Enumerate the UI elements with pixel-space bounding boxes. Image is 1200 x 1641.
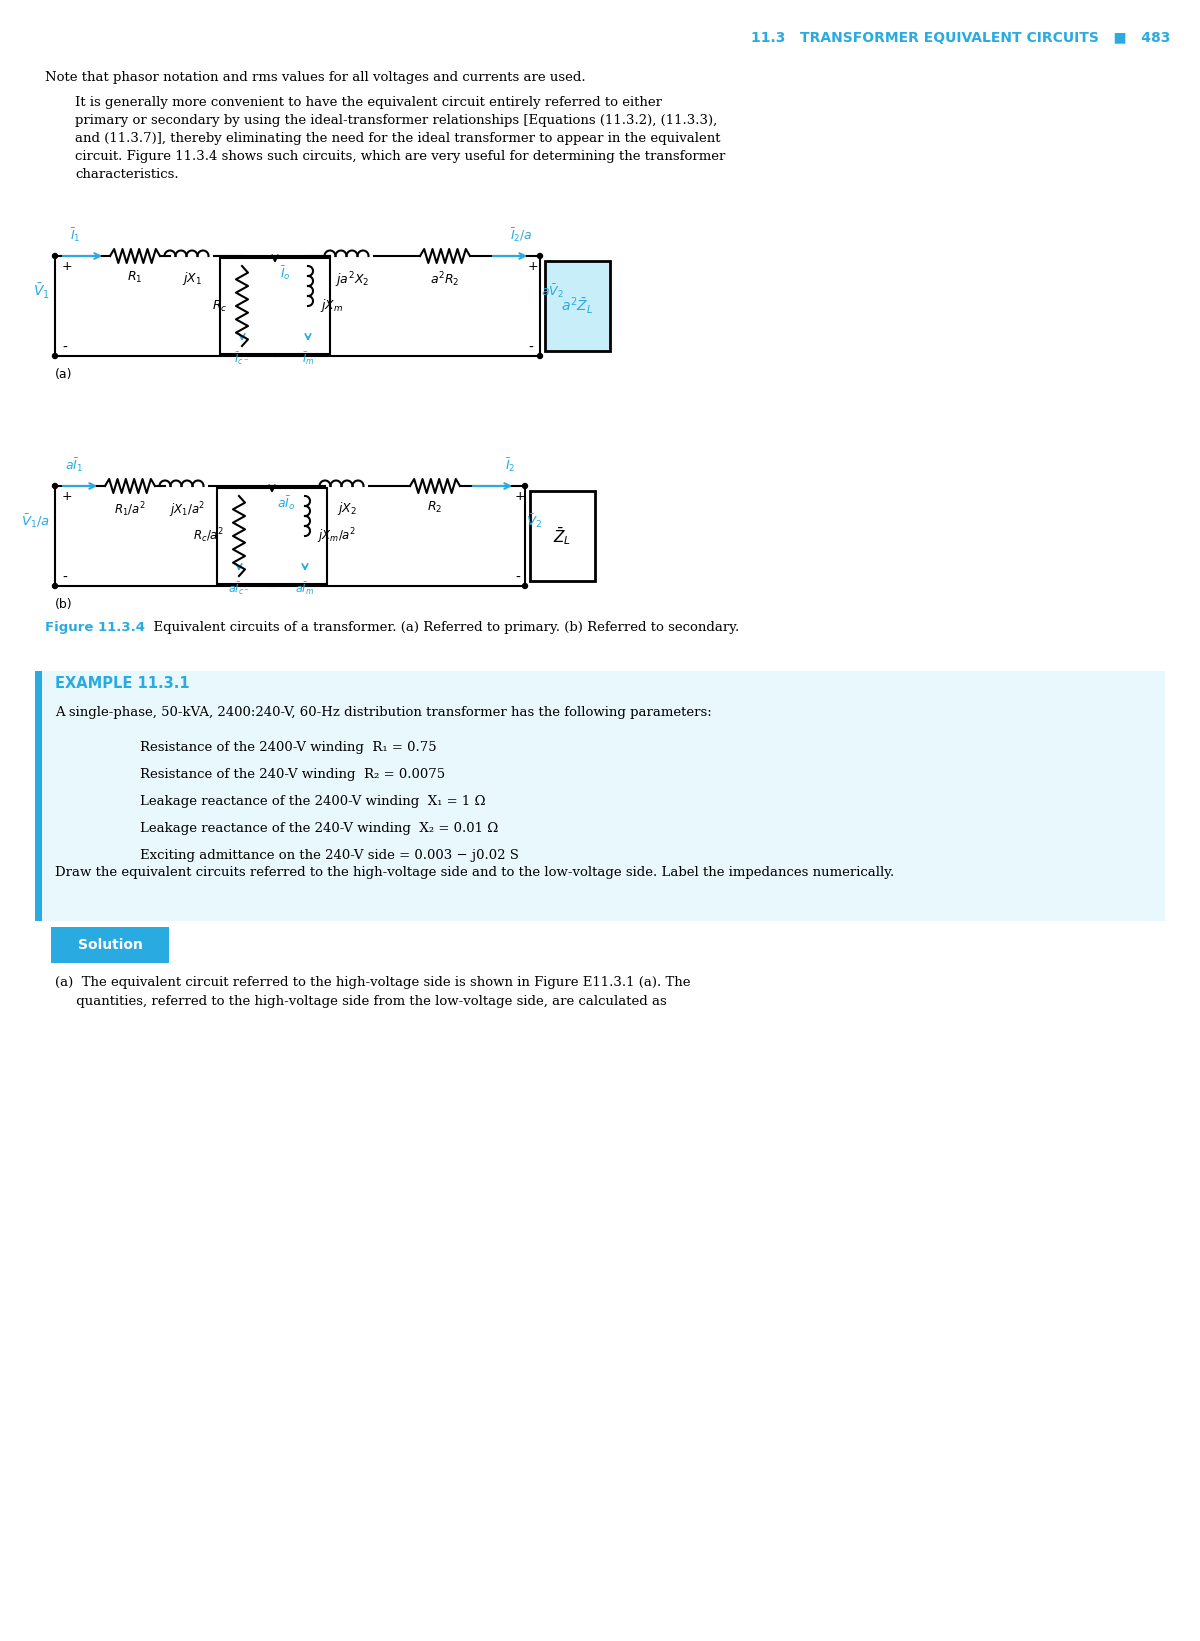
Text: $\bar{I}_2/a$: $\bar{I}_2/a$	[510, 226, 533, 245]
Text: $\bar{I}_1$: $\bar{I}_1$	[70, 226, 80, 245]
Circle shape	[538, 253, 542, 259]
Text: $R_1/a^2$: $R_1/a^2$	[114, 501, 146, 519]
Text: $R_c/a^2$: $R_c/a^2$	[193, 527, 224, 545]
Text: -: -	[528, 341, 533, 354]
Text: $a\bar{I}_m$: $a\bar{I}_m$	[295, 581, 314, 597]
Text: $a\bar{I}_1$: $a\bar{I}_1$	[65, 456, 83, 474]
Text: $R_1$: $R_1$	[127, 271, 143, 286]
Text: $jX_m$: $jX_m$	[320, 297, 343, 315]
FancyBboxPatch shape	[545, 261, 610, 351]
Circle shape	[538, 353, 542, 358]
Text: (b): (b)	[55, 597, 73, 610]
Text: Resistance of the 240-V winding  R₂ = 0.0075: Resistance of the 240-V winding R₂ = 0.0…	[140, 768, 445, 781]
Text: $\bar{I}_2$: $\bar{I}_2$	[505, 456, 516, 474]
Text: $jX_1$: $jX_1$	[182, 271, 202, 287]
Text: Leakage reactance of the 2400-V winding  X₁ = 1 Ω: Leakage reactance of the 2400-V winding …	[140, 794, 486, 807]
Text: -: -	[515, 571, 520, 584]
Text: $a\bar{I}_o$: $a\bar{I}_o$	[277, 494, 295, 512]
Text: Draw the equivalent circuits referred to the high-voltage side and to the low-vo: Draw the equivalent circuits referred to…	[55, 866, 894, 880]
Bar	[35, 671, 42, 921]
Text: $\bar{I}_{c^-}$: $\bar{I}_{c^-}$	[234, 351, 250, 368]
Text: $a^2\bar{Z}_L$: $a^2\bar{Z}_L$	[562, 295, 594, 317]
Text: Exciting admittance on the 240-V side = 0.003 − j0.02 S: Exciting admittance on the 240-V side = …	[140, 848, 518, 862]
Text: $\bar{Z}_L$: $\bar{Z}_L$	[553, 525, 571, 546]
Text: Leakage reactance of the 240-V winding  X₂ = 0.01 Ω: Leakage reactance of the 240-V winding X…	[140, 822, 498, 835]
Text: $\bar{V}_1/a$: $\bar{V}_1/a$	[20, 512, 50, 530]
Text: $jX_m/a^2$: $jX_m/a^2$	[317, 527, 356, 546]
Text: (a)  The equivalent circuit referred to the high-voltage side is shown in Figure: (a) The equivalent circuit referred to t…	[55, 976, 690, 1008]
Text: $jX_2$: $jX_2$	[337, 501, 358, 517]
Text: $a^2R_2$: $a^2R_2$	[431, 271, 460, 289]
Circle shape	[53, 584, 58, 589]
Text: Solution: Solution	[78, 939, 143, 952]
Text: $a\bar{I}_{c^-}$: $a\bar{I}_{c^-}$	[228, 581, 250, 597]
Bar	[220, 258, 330, 354]
Text: Equivalent circuits of a transformer. (a) Referred to primary. (b) Referred to s: Equivalent circuits of a transformer. (a…	[145, 620, 739, 633]
Text: $jX_1/a^2$: $jX_1/a^2$	[169, 501, 205, 520]
Circle shape	[53, 353, 58, 358]
Text: $\bar{I}_o$: $\bar{I}_o$	[280, 264, 290, 282]
Text: Note that phasor notation and rms values for all voltages and currents are used.: Note that phasor notation and rms values…	[46, 71, 586, 84]
Circle shape	[522, 484, 528, 489]
Text: $a\bar{V}_2$: $a\bar{V}_2$	[541, 282, 564, 300]
Text: 11.3   TRANSFORMER EQUIVALENT CIRCUITS   ■   483: 11.3 TRANSFORMER EQUIVALENT CIRCUITS ■ 4…	[751, 31, 1170, 44]
Text: +: +	[515, 489, 526, 502]
Text: Figure 11.3.4: Figure 11.3.4	[46, 620, 145, 633]
Text: $\bar{I}_m$: $\bar{I}_m$	[301, 351, 314, 368]
Text: $R_2$: $R_2$	[427, 501, 443, 515]
Text: $R_c$: $R_c$	[211, 299, 227, 313]
Text: A single-phase, 50-kVA, 2400:240-V, 60-Hz distribution transformer has the follo: A single-phase, 50-kVA, 2400:240-V, 60-H…	[55, 706, 712, 719]
Text: +: +	[62, 489, 73, 502]
Circle shape	[53, 253, 58, 259]
Text: $ja^2X_2$: $ja^2X_2$	[335, 271, 370, 289]
Text: EXAMPLE 11.3.1: EXAMPLE 11.3.1	[55, 676, 190, 691]
Circle shape	[522, 584, 528, 589]
FancyBboxPatch shape	[50, 927, 169, 963]
Text: $\bar{V}_1$: $\bar{V}_1$	[34, 281, 50, 300]
FancyBboxPatch shape	[35, 671, 1165, 921]
Text: (a): (a)	[55, 368, 72, 381]
Text: +: +	[528, 259, 539, 272]
Text: It is generally more convenient to have the equivalent circuit entirely referred: It is generally more convenient to have …	[74, 97, 725, 181]
Text: Resistance of the 2400-V winding  R₁ = 0.75: Resistance of the 2400-V winding R₁ = 0.…	[140, 742, 437, 753]
Text: -: -	[62, 571, 67, 584]
Text: -: -	[62, 341, 67, 354]
Text: $\bar{V}_2$: $\bar{V}_2$	[526, 512, 542, 530]
Circle shape	[53, 484, 58, 489]
Text: +: +	[62, 259, 73, 272]
FancyBboxPatch shape	[530, 491, 595, 581]
Bar	[217, 487, 328, 584]
